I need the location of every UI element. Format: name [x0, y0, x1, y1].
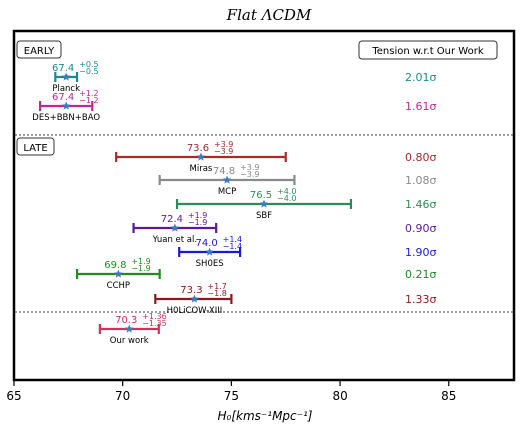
value-label: 73.6: [187, 143, 209, 154]
minus-error-label: −3.9: [214, 147, 233, 156]
minus-error-label: −1.4: [223, 242, 242, 251]
measurement-sh0es: 74.0 +1.4−1.4 SH0ES 1.90σ: [178, 235, 436, 269]
measurement-our-work: 70.3 +1.36−1.35 Our work: [98, 312, 167, 346]
value-label: 74.0: [196, 238, 218, 249]
value-label: 73.3: [180, 285, 202, 296]
point-star: [222, 175, 232, 184]
measurement-mcp: 74.8 +3.9−3.9 MCP 1.08σ: [158, 163, 436, 197]
plot-frame: [12, 29, 516, 382]
name-label: MCP: [218, 187, 236, 197]
measurement-des-bbn-bao: 67.4 +1.2−1.2 DES+BBN+BAO 1.61σ: [32, 89, 436, 123]
value-label: 70.3: [115, 315, 137, 326]
value-label: 74.8: [213, 166, 235, 177]
name-label: SH0ES: [196, 259, 224, 269]
early-section-label: EARLY: [16, 40, 62, 59]
plus-error-label: +1.36: [142, 312, 167, 321]
plus-error-label: +1.2: [79, 89, 98, 98]
point-star: [190, 294, 199, 303]
tension-value: 0.21σ: [405, 268, 436, 281]
name-label: Yuan et al.: [152, 235, 197, 245]
x-tick-label: 65: [6, 389, 21, 403]
tension-value: 0.80σ: [405, 151, 436, 164]
x-tick-label: 70: [115, 389, 130, 403]
point-star: [61, 72, 71, 81]
plus-error-label: +1.9: [188, 211, 207, 220]
plus-error-label: +1.9: [131, 257, 150, 266]
tension-value: 1.61σ: [405, 100, 436, 113]
early-label-text: EARLY: [24, 46, 55, 57]
plus-error-label: +1.4: [223, 235, 242, 244]
minus-error-label: −4.0: [277, 194, 296, 203]
plus-error-label: +4.0: [277, 187, 296, 196]
minus-error-label: −1.2: [79, 96, 98, 105]
tension-value: 1.46σ: [405, 198, 436, 211]
point-star: [196, 152, 206, 161]
late-section-label: LATE: [16, 137, 55, 156]
tension-header-text: Tension w.r.t Our Work: [371, 46, 483, 57]
minus-error-label: −1.35: [142, 319, 167, 328]
value-label: 69.8: [104, 260, 126, 271]
measurement-planck: 67.4 +0.5−0.5 Planck 2.01σ: [52, 60, 436, 94]
x-tick-label: 85: [441, 389, 456, 403]
name-label: CCHP: [107, 281, 130, 291]
plus-error-label: +3.9: [240, 163, 259, 172]
name-label: SBF: [256, 211, 272, 221]
tension-value: 0.90σ: [405, 222, 436, 235]
measurement-yuan-et-al: 72.4 +1.9−1.9 Yuan et al. 0.90σ: [132, 211, 436, 245]
minus-error-label: −1.8: [207, 289, 226, 298]
tension-value: 1.08σ: [405, 174, 436, 187]
minus-error-label: −3.9: [240, 170, 259, 179]
measurement-h0licow-xiii: 73.3 +1.7−1.8 H0LiCOW-XIII 1.33σ: [154, 282, 436, 316]
x-axis-label: H₀[kms⁻¹Mpc⁻¹]: [218, 409, 313, 423]
minus-error-label: −1.9: [188, 218, 207, 227]
x-tick-label: 75: [224, 389, 239, 403]
minus-error-label: −1.9: [131, 264, 150, 273]
tension-value: 1.33σ: [405, 293, 436, 306]
chart-title: Flat ΛCDM: [226, 6, 312, 24]
value-label: 67.4: [52, 63, 74, 74]
tension-value: 1.90σ: [405, 246, 436, 259]
name-label: H0LiCOW-XIII: [167, 306, 223, 316]
measurement-sbf: 76.5 +4.0−4.0 SBF 1.46σ: [175, 187, 436, 221]
name-label: Our work: [110, 336, 149, 346]
point-star: [114, 269, 123, 278]
errorbar-marks: 67.4 +0.5−0.5 Planck 2.01σ 67.4 +1.2−1.2 DES+B…: [32, 60, 436, 346]
x-axis: 65 70 75 80 85: [6, 380, 456, 403]
plus-error-label: +0.5: [79, 60, 98, 69]
late-label-text: LATE: [23, 143, 47, 154]
plus-error-label: +1.7: [207, 282, 226, 291]
point-star: [61, 101, 71, 110]
x-tick-label: 80: [332, 389, 347, 403]
tension-value: 2.01σ: [405, 71, 436, 84]
point-star: [259, 199, 269, 208]
point-star: [170, 223, 180, 232]
name-label: DES+BBN+BAO: [32, 113, 100, 123]
point-star: [205, 247, 214, 256]
value-label: 72.4: [161, 214, 183, 225]
tension-header-box: Tension w.r.t Our Work: [358, 40, 498, 60]
plus-error-label: +3.9: [214, 140, 233, 149]
name-label: Planck: [52, 84, 80, 94]
point-star: [124, 324, 134, 333]
value-label: 67.4: [52, 92, 74, 103]
value-label: 76.5: [250, 190, 272, 201]
minus-error-label: −0.5: [79, 67, 98, 76]
name-label: Miras: [190, 164, 213, 174]
